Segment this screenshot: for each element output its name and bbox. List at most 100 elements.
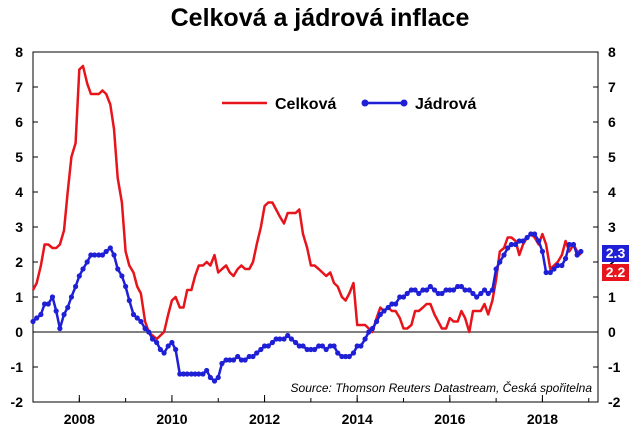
data-point [416,290,422,297]
data-point [111,252,117,258]
data-point [508,241,514,248]
data-point [38,311,44,318]
data-point [350,350,357,356]
data-point [84,259,90,265]
data-point [516,238,522,244]
data-point [393,301,399,307]
data-point [188,371,194,377]
data-point [489,287,496,293]
y-tick-label-left: 1 [15,289,23,305]
data-point [149,336,156,342]
data-point [478,290,484,297]
data-point [346,353,352,360]
data-point [424,287,430,293]
end-label-value: 2.3 [606,245,626,261]
data-point [343,353,349,360]
data-point [34,315,40,321]
data-point [493,266,499,272]
data-point [462,287,468,293]
data-point [227,357,233,363]
y-tick-label-right: 1 [608,289,616,305]
y-tick-label-right: 4 [608,184,616,200]
data-point [250,353,256,360]
data-point [427,283,433,290]
data-point [555,262,561,269]
y-tick-label-right: 6 [608,114,616,130]
data-point [177,371,183,377]
end-label-box [602,245,629,262]
data-point [316,343,322,349]
x-tick-label: 2010 [156,411,187,427]
data-point [528,231,534,237]
data-point [300,343,306,349]
data-point [146,329,152,335]
data-point [258,346,264,353]
data-point [242,357,248,363]
data-point [400,294,407,300]
data-point [173,346,179,353]
data-point [196,371,202,377]
y-tick-label-right: 3 [608,219,616,235]
data-point [269,339,276,346]
data-point [520,238,526,244]
data-point [45,301,51,307]
data-point [435,290,441,297]
data-point [377,311,383,318]
data-point [505,245,511,251]
data-point [323,346,329,353]
data-point [374,318,380,325]
data-point [559,262,565,269]
data-point [381,308,387,314]
data-point [501,252,507,258]
data-point [551,266,557,272]
data-point [91,252,98,258]
data-point [308,346,314,353]
data-point [385,304,391,311]
data-point [404,290,410,297]
y-tick-label-left: 8 [15,44,23,60]
data-point [304,346,310,353]
data-point [41,301,48,307]
data-point [458,283,464,290]
y-tick-label-left: 5 [15,149,23,165]
y-tick-label-left: 6 [15,114,23,130]
data-point [335,350,341,356]
data-point [443,287,449,293]
data-point [470,290,476,297]
data-point [130,311,137,318]
data-point [311,346,318,353]
data-point [142,325,148,332]
data-point [562,255,569,262]
data-point [543,269,549,276]
data-point [539,248,546,255]
data-point [358,343,364,349]
data-point [200,371,206,377]
data-point [512,241,519,248]
data-point [574,252,580,258]
legend-label-0: Celková [275,96,336,113]
data-point [570,241,577,248]
data-point [161,350,167,356]
data-point [524,234,530,241]
data-point [246,353,252,360]
data-point [204,367,210,374]
data-point [485,290,491,297]
source-note: Source: Thomson Reuters Datastream, Česk… [291,380,593,395]
data-point [235,353,241,360]
y-tick-label-right: 0 [608,324,616,340]
legend: Celková Jádrová [222,96,476,113]
data-point [466,287,472,293]
end-label-box [602,264,629,281]
data-point [157,346,163,353]
data-point [96,252,102,258]
data-point [296,343,302,349]
data-point [230,357,237,363]
y-tick-label-left: -1 [11,359,24,375]
legend-marker [361,99,369,107]
data-point [99,252,106,258]
data-point [536,238,542,244]
y-tick-label-left: 0 [15,324,23,340]
data-point [238,357,245,363]
data-point [119,273,125,279]
